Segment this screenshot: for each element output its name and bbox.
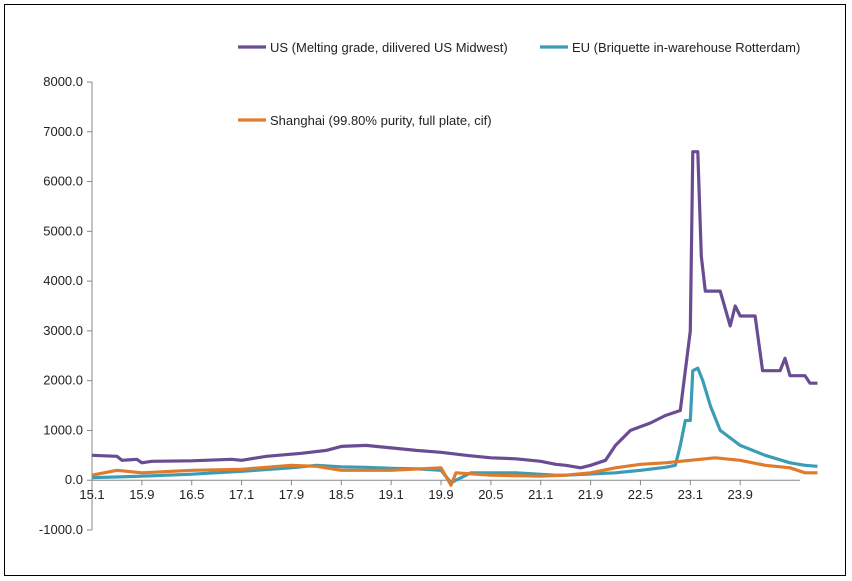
legend: US (Melting grade, dilivered US Midwest)… [238, 40, 800, 128]
x-tick-label: 20.5 [478, 487, 503, 502]
x-tick-label: 17.9 [279, 487, 304, 502]
x-tick-label: 23.1 [678, 487, 703, 502]
legend-label-2: Shanghai (99.80% purity, full plate, cif… [270, 113, 492, 128]
x-tick-label: 19.9 [428, 487, 453, 502]
series-group [91, 150, 818, 487]
series-line-2 [91, 456, 818, 487]
y-axis: -1000.0 0.0 1000.0 2000.0 3000.0 4000.0 5000.0… [39, 74, 93, 537]
y-tick-label: 6000.0 [43, 174, 83, 189]
x-tick-label: 15.1 [79, 487, 104, 502]
series-line-0 [91, 150, 818, 470]
y-tick-label: 4000.0 [43, 273, 83, 288]
x-tick-label: 21.9 [578, 487, 603, 502]
y-tick-label: 3000.0 [43, 323, 83, 338]
y-tick-label: 5000.0 [43, 223, 83, 238]
x-tick-label: 16.5 [179, 487, 204, 502]
y-tick-label: -1000.0 [39, 522, 83, 537]
series-line-1 [91, 366, 818, 485]
y-tick-label: 1000.0 [43, 422, 83, 437]
x-axis: 15.1 15.9 16.5 17.1 17.9 18.5 19.1 19.9 20.5 21.1… [79, 479, 800, 502]
x-tick-label: 22.5 [628, 487, 653, 502]
x-tick-label: 21.1 [528, 487, 553, 502]
x-tick-label: 18.5 [329, 487, 354, 502]
x-tick-label: 17.1 [229, 487, 254, 502]
x-tick-label: 15.9 [129, 487, 154, 502]
legend-label-0: US (Melting grade, dilivered US Midwest) [270, 40, 508, 55]
y-tick-label: 0.0 [65, 472, 83, 487]
x-tick-label: 19.1 [378, 487, 403, 502]
y-tick-label: 8000.0 [43, 74, 83, 89]
y-tick-label: 2000.0 [43, 373, 83, 388]
x-tick-label: 23.9 [728, 487, 753, 502]
y-tick-label: 7000.0 [43, 124, 83, 139]
legend-label-1: EU (Briquette in-warehouse Rotterdam) [572, 40, 800, 55]
